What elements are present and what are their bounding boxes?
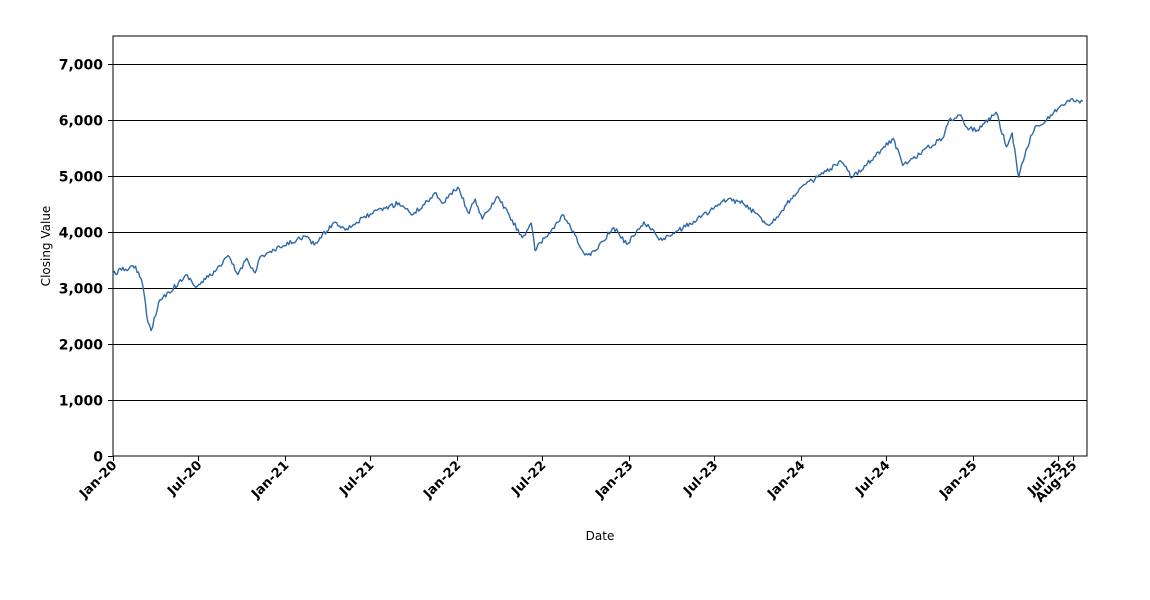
y-tick-label: 0	[93, 450, 103, 466]
x-axis-label: Date	[586, 529, 615, 543]
x-tick-label: Jul-20	[164, 458, 205, 499]
gridlines	[113, 64, 1087, 401]
x-tick-label: Jul-21	[336, 458, 377, 499]
y-tick-label: 2,000	[59, 338, 104, 354]
y-tick-label: 3,000	[59, 282, 104, 298]
y-tick-label: 5,000	[59, 170, 104, 186]
y-tick-label: 4,000	[59, 226, 104, 242]
plot-area	[112, 35, 1088, 457]
y-axis: 0 1,000 2,000 3,000 4,000 5,000 6,000 7,000	[59, 58, 113, 466]
y-tick-label: 1,000	[59, 394, 104, 410]
x-axis: Jan-20 Jul-20 Jan-21 Jul-21 Jan-22 Jul-22 Jan-…	[76, 456, 1080, 506]
x-tick-label: Jul-24	[852, 458, 893, 499]
x-tick-label: Jul-23	[680, 458, 721, 499]
closing-value-line	[112, 98, 1084, 332]
x-tick-label: Jan-24	[764, 458, 808, 502]
x-tick-label: Jul-22	[508, 458, 549, 499]
y-tick-label: 7,000	[59, 58, 104, 74]
y-axis-label: Closing Value	[39, 206, 53, 287]
x-tick-label: Jan-23	[592, 458, 636, 502]
x-tick-label: Jan-22	[420, 458, 464, 502]
series-line-group	[112, 98, 1084, 332]
y-tick-label: 6,000	[59, 114, 104, 130]
x-tick-label: Jan-21	[248, 458, 292, 502]
x-tick-label: Jan-25	[936, 458, 980, 502]
